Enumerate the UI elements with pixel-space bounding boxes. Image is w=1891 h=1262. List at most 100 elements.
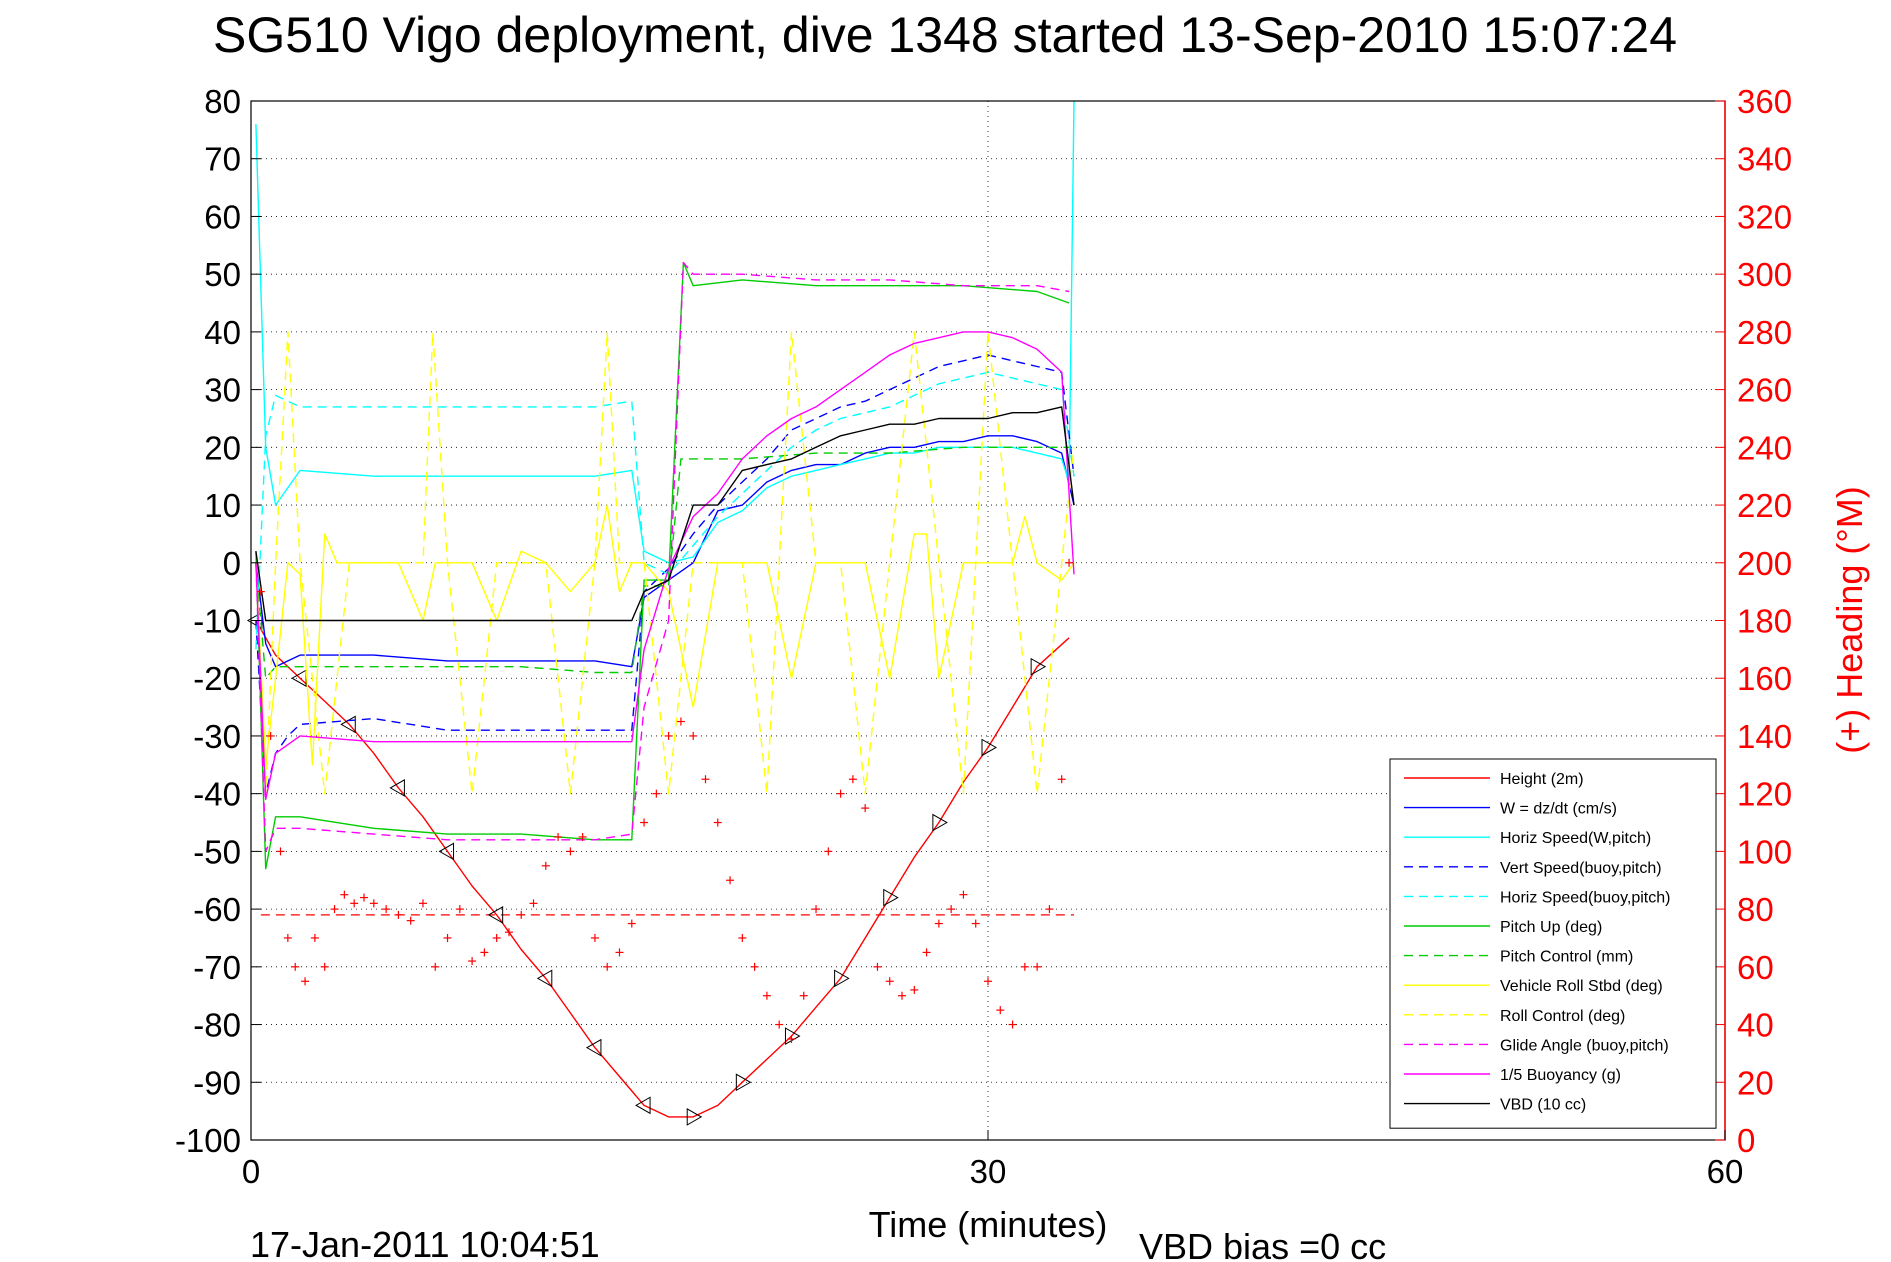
y-tick-label: 80 — [204, 83, 241, 120]
legend: Height (2m) W = dz/dt (cm/s) Horiz Speed(W… — [1389, 758, 1717, 1129]
vbd-bias: VBD bias =0 cc — [1139, 1226, 1386, 1262]
y-tick-label: 40 — [204, 314, 241, 351]
heading-point — [738, 933, 747, 942]
axes: -100-90-80-70-60-50-40-30-20-10010203040… — [175, 83, 1792, 1190]
height-sample-marker — [834, 969, 850, 988]
y2-tick-label: 180 — [1737, 603, 1792, 640]
y2-tick-label: 260 — [1737, 372, 1792, 409]
heading-point — [984, 977, 992, 986]
heading-point — [1033, 962, 1042, 971]
y2-tick-label: 80 — [1737, 891, 1774, 928]
y2-tick-label: 240 — [1737, 429, 1792, 466]
heading-point — [652, 789, 661, 798]
series-1-5-buoyancy-g — [255, 331, 1075, 801]
legend-label: Height (2m) — [1500, 771, 1584, 788]
heading-point — [382, 905, 391, 914]
y-tick-label: -60 — [193, 891, 241, 928]
heading-point — [627, 919, 636, 928]
legend-label: W = dz/dt (cm/s) — [1500, 801, 1617, 818]
y2-tick-label: 300 — [1737, 256, 1792, 293]
heading-point — [762, 991, 771, 1000]
legend-box — [1389, 758, 1717, 1129]
heading-point — [676, 717, 685, 726]
heading-point — [578, 832, 587, 841]
series-w-dz-dt-cm-s — [255, 435, 1075, 668]
heading-point — [406, 916, 415, 925]
heading-point — [996, 1006, 1005, 1015]
heading-point — [898, 991, 907, 1000]
legend-label: Horiz Speed(buoy,pitch) — [1500, 889, 1670, 906]
y2-tick-label: 200 — [1737, 545, 1792, 582]
y2-tick-label: 140 — [1737, 718, 1792, 755]
heading-point — [971, 919, 980, 928]
heading-point — [266, 731, 275, 740]
height-sample-marker — [784, 1027, 801, 1045]
heading-point — [922, 948, 931, 957]
legend-label: Horiz Speed(W,pitch) — [1500, 830, 1651, 847]
heading-point — [301, 977, 310, 986]
heading-point — [934, 919, 943, 928]
series-glide-angle-buoy-pitch — [255, 261, 1070, 853]
y-tick-label: -40 — [193, 776, 241, 813]
height-sample-marker — [735, 1073, 752, 1092]
series-group — [246, 100, 1075, 1126]
heading-point — [431, 962, 440, 971]
y-tick-label: 60 — [204, 198, 241, 235]
y2-tick-label: 340 — [1737, 141, 1792, 178]
heading-point — [861, 804, 870, 813]
heading-point — [291, 962, 300, 971]
series-roll-control-deg — [255, 331, 1075, 795]
heading-point — [664, 731, 673, 740]
height-sample-marker — [932, 813, 948, 832]
height-sample-marker — [686, 1108, 703, 1126]
heading-point — [330, 905, 339, 914]
heading-point — [1008, 1020, 1017, 1029]
y2-tick-label: 0 — [1737, 1122, 1755, 1159]
heading-point — [566, 847, 575, 856]
height-sample-marker — [883, 888, 899, 907]
heading-point — [480, 948, 489, 957]
heading-point — [873, 962, 882, 971]
heading-point — [836, 789, 845, 798]
series-height-2m — [255, 620, 1070, 1118]
legend-label: Vert Speed(buoy,pitch) — [1500, 860, 1662, 877]
y-tick-label: -20 — [193, 660, 241, 697]
heading-point — [590, 933, 599, 942]
series-vbd-10-cc — [255, 406, 1075, 622]
y2-tick-label: 220 — [1737, 487, 1792, 524]
heading-point — [1045, 905, 1054, 914]
heading-point — [310, 933, 319, 942]
heading-point — [787, 1034, 796, 1043]
y-tick-label: -30 — [193, 718, 241, 755]
heading-point — [418, 899, 427, 908]
height-sample-marker — [635, 1096, 651, 1115]
heading-point — [256, 587, 265, 596]
heading-point — [541, 861, 550, 870]
heading-point — [1065, 558, 1074, 567]
heading-point — [350, 899, 359, 908]
legend-label: Vehicle Roll Stbd (deg) — [1500, 978, 1663, 995]
heading-point — [360, 893, 369, 902]
height-sample-marker — [246, 611, 263, 630]
x-tick-label: 0 — [242, 1153, 260, 1190]
heading-point — [701, 775, 710, 784]
heading-point — [283, 933, 292, 942]
legend-label: Pitch Control (mm) — [1500, 949, 1633, 966]
y-tick-label: 0 — [223, 545, 241, 582]
heading-point — [775, 1020, 784, 1029]
heading-point — [713, 818, 722, 827]
series-pitch-control-mm — [255, 446, 1070, 679]
x-tick-label: 60 — [1707, 1153, 1744, 1190]
y-tick-label: 10 — [204, 487, 241, 524]
legend-label: Pitch Up (deg) — [1500, 919, 1602, 936]
height-sample-marker — [585, 1038, 602, 1057]
height-sample-marker — [536, 969, 553, 988]
y2-tick-label: 60 — [1737, 949, 1774, 986]
legend-label: Roll Control (deg) — [1500, 1008, 1625, 1025]
heading-point — [443, 933, 452, 942]
heading-point — [726, 876, 735, 885]
y2-tick-label: 160 — [1737, 660, 1792, 697]
heading-point — [369, 899, 378, 908]
heading-points — [256, 558, 1074, 1043]
y2-tick-label: 20 — [1737, 1064, 1774, 1101]
